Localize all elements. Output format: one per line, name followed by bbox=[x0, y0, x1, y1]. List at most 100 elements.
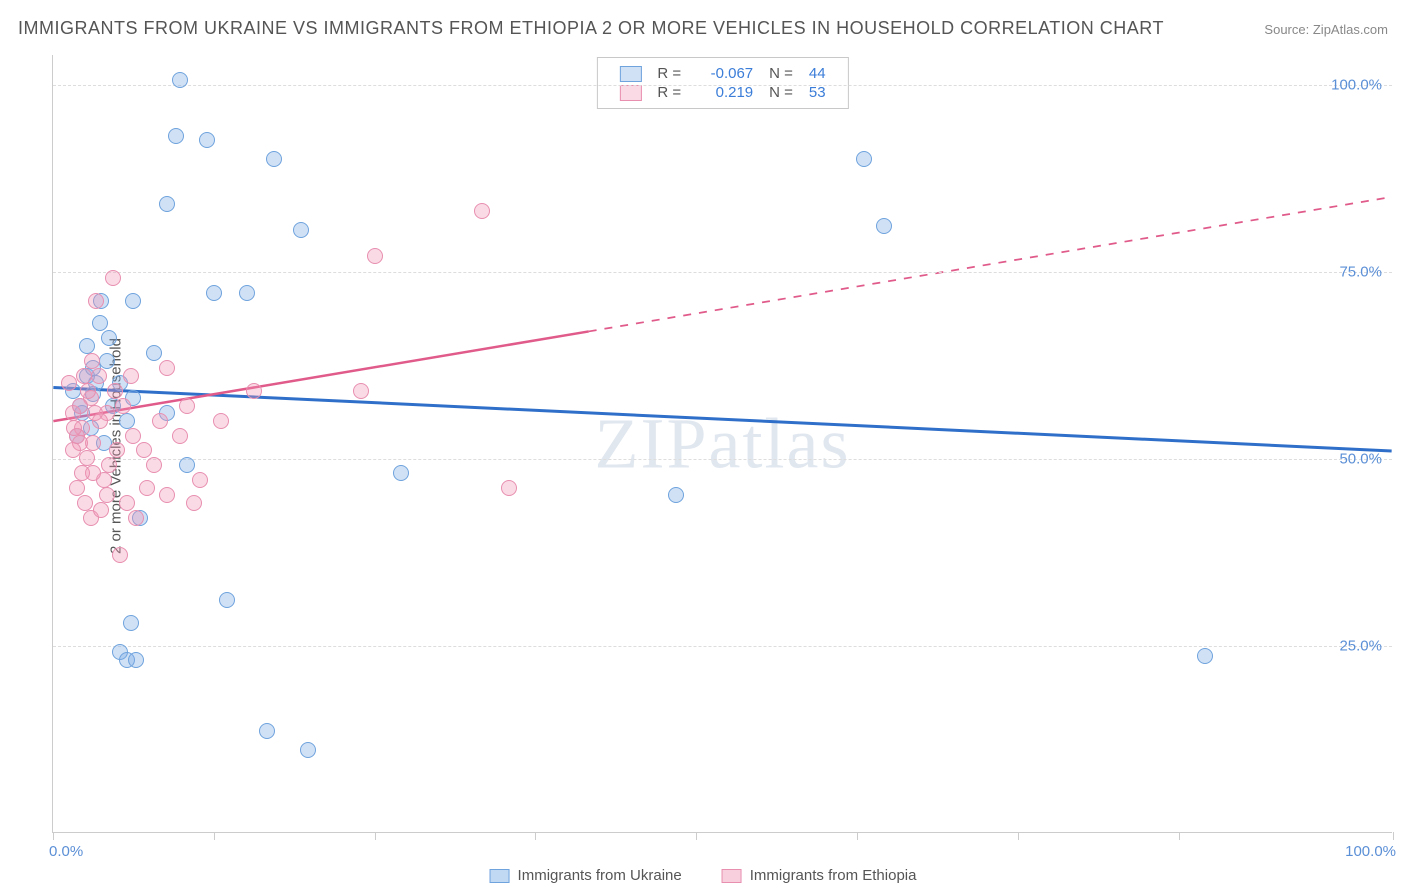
x-tick bbox=[857, 832, 858, 840]
data-point bbox=[668, 487, 684, 503]
data-point bbox=[99, 487, 115, 503]
x-tick bbox=[53, 832, 54, 840]
data-point bbox=[101, 330, 117, 346]
data-point bbox=[172, 428, 188, 444]
correlation-legend: R = -0.067 N = 44 R = 0.219 N = 53 bbox=[596, 57, 848, 109]
data-point bbox=[84, 353, 100, 369]
data-point bbox=[876, 218, 892, 234]
data-point bbox=[159, 487, 175, 503]
x-tick bbox=[1018, 832, 1019, 840]
data-point bbox=[179, 457, 195, 473]
data-point bbox=[192, 472, 208, 488]
x-tick bbox=[535, 832, 536, 840]
correlation-row-ukraine: R = -0.067 N = 44 bbox=[611, 64, 833, 83]
data-point bbox=[69, 480, 85, 496]
data-point bbox=[72, 398, 88, 414]
data-point bbox=[105, 270, 121, 286]
data-point bbox=[353, 383, 369, 399]
gridline bbox=[53, 272, 1392, 273]
x-tick-label-max: 100.0% bbox=[1345, 843, 1396, 860]
legend-item-ethiopia: Immigrants from Ethiopia bbox=[722, 867, 917, 884]
data-point bbox=[213, 413, 229, 429]
watermark-text: ZIPatlas bbox=[595, 402, 851, 485]
y-tick-label: 25.0% bbox=[1339, 637, 1382, 654]
x-tick bbox=[696, 832, 697, 840]
y-tick-label: 100.0% bbox=[1331, 76, 1382, 93]
chart-container: IMMIGRANTS FROM UKRAINE VS IMMIGRANTS FR… bbox=[0, 0, 1406, 892]
data-point bbox=[1197, 648, 1213, 664]
gridline bbox=[53, 646, 1392, 647]
data-point bbox=[125, 293, 141, 309]
n-label: N = bbox=[761, 64, 801, 83]
source-value: ZipAtlas.com bbox=[1313, 22, 1388, 37]
data-point bbox=[101, 457, 117, 473]
data-point bbox=[159, 196, 175, 212]
data-point bbox=[300, 742, 316, 758]
data-point bbox=[266, 151, 282, 167]
data-point bbox=[80, 383, 96, 399]
x-tick bbox=[1393, 832, 1394, 840]
legend-label-ethiopia: Immigrants from Ethiopia bbox=[750, 867, 917, 884]
data-point bbox=[123, 368, 139, 384]
data-point bbox=[186, 495, 202, 511]
data-point bbox=[119, 495, 135, 511]
data-point bbox=[474, 203, 490, 219]
data-point bbox=[146, 345, 162, 361]
x-tick-label-min: 0.0% bbox=[49, 843, 83, 860]
data-point bbox=[79, 450, 95, 466]
data-point bbox=[119, 413, 135, 429]
trend-lines bbox=[53, 55, 1392, 832]
data-point bbox=[179, 398, 195, 414]
data-point bbox=[115, 398, 131, 414]
data-point bbox=[168, 128, 184, 144]
data-point bbox=[112, 547, 128, 563]
x-tick bbox=[1179, 832, 1180, 840]
data-point bbox=[501, 480, 517, 496]
y-tick-label: 50.0% bbox=[1339, 450, 1382, 467]
data-point bbox=[152, 413, 168, 429]
data-point bbox=[87, 405, 103, 421]
swatch-ethiopia bbox=[619, 85, 641, 101]
data-point bbox=[293, 222, 309, 238]
n-value-ukraine: 44 bbox=[809, 65, 826, 82]
data-point bbox=[92, 315, 108, 331]
data-point bbox=[856, 151, 872, 167]
data-point bbox=[393, 465, 409, 481]
n-value-ethiopia: 53 bbox=[809, 84, 826, 101]
y-tick-label: 75.0% bbox=[1339, 263, 1382, 280]
plot-area: ZIPatlas R = -0.067 N = 44 R = 0.219 N =… bbox=[52, 55, 1392, 833]
data-point bbox=[77, 495, 93, 511]
data-point bbox=[65, 442, 81, 458]
data-point bbox=[123, 615, 139, 631]
swatch-ukraine bbox=[619, 66, 641, 82]
legend-swatch-ukraine bbox=[490, 869, 510, 883]
data-point bbox=[136, 442, 152, 458]
legend-swatch-ethiopia bbox=[722, 869, 742, 883]
data-point bbox=[74, 465, 90, 481]
data-point bbox=[172, 72, 188, 88]
data-point bbox=[125, 428, 141, 444]
data-point bbox=[159, 360, 175, 376]
data-point bbox=[206, 285, 222, 301]
data-point bbox=[246, 383, 262, 399]
data-point bbox=[93, 502, 109, 518]
legend-item-ukraine: Immigrants from Ukraine bbox=[490, 867, 682, 884]
data-point bbox=[66, 420, 82, 436]
data-point bbox=[91, 368, 107, 384]
legend-label-ukraine: Immigrants from Ukraine bbox=[518, 867, 682, 884]
source-attribution: Source: ZipAtlas.com bbox=[1264, 22, 1388, 37]
data-point bbox=[128, 652, 144, 668]
gridline bbox=[53, 459, 1392, 460]
data-point bbox=[128, 510, 144, 526]
x-tick bbox=[214, 832, 215, 840]
r-value-ukraine: -0.067 bbox=[697, 65, 753, 82]
correlation-table: R = -0.067 N = 44 R = 0.219 N = 53 bbox=[611, 64, 833, 102]
data-point bbox=[139, 480, 155, 496]
trend-line-dashed bbox=[589, 197, 1392, 331]
r-label: R = bbox=[649, 64, 689, 83]
source-label: Source: bbox=[1264, 22, 1309, 37]
chart-title: IMMIGRANTS FROM UKRAINE VS IMMIGRANTS FR… bbox=[18, 18, 1164, 39]
x-tick bbox=[375, 832, 376, 840]
data-point bbox=[61, 375, 77, 391]
data-point bbox=[109, 442, 125, 458]
